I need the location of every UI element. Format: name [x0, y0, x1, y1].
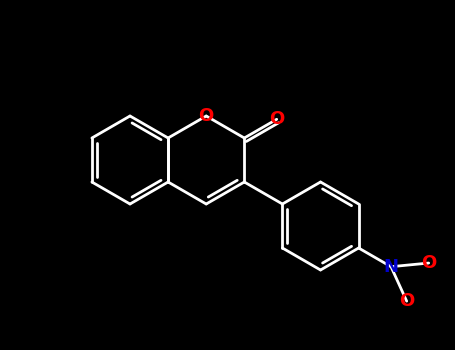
Text: O: O — [421, 254, 436, 272]
Text: O: O — [269, 110, 284, 128]
Text: O: O — [198, 107, 214, 125]
Text: N: N — [384, 258, 399, 276]
Text: O: O — [399, 292, 415, 310]
